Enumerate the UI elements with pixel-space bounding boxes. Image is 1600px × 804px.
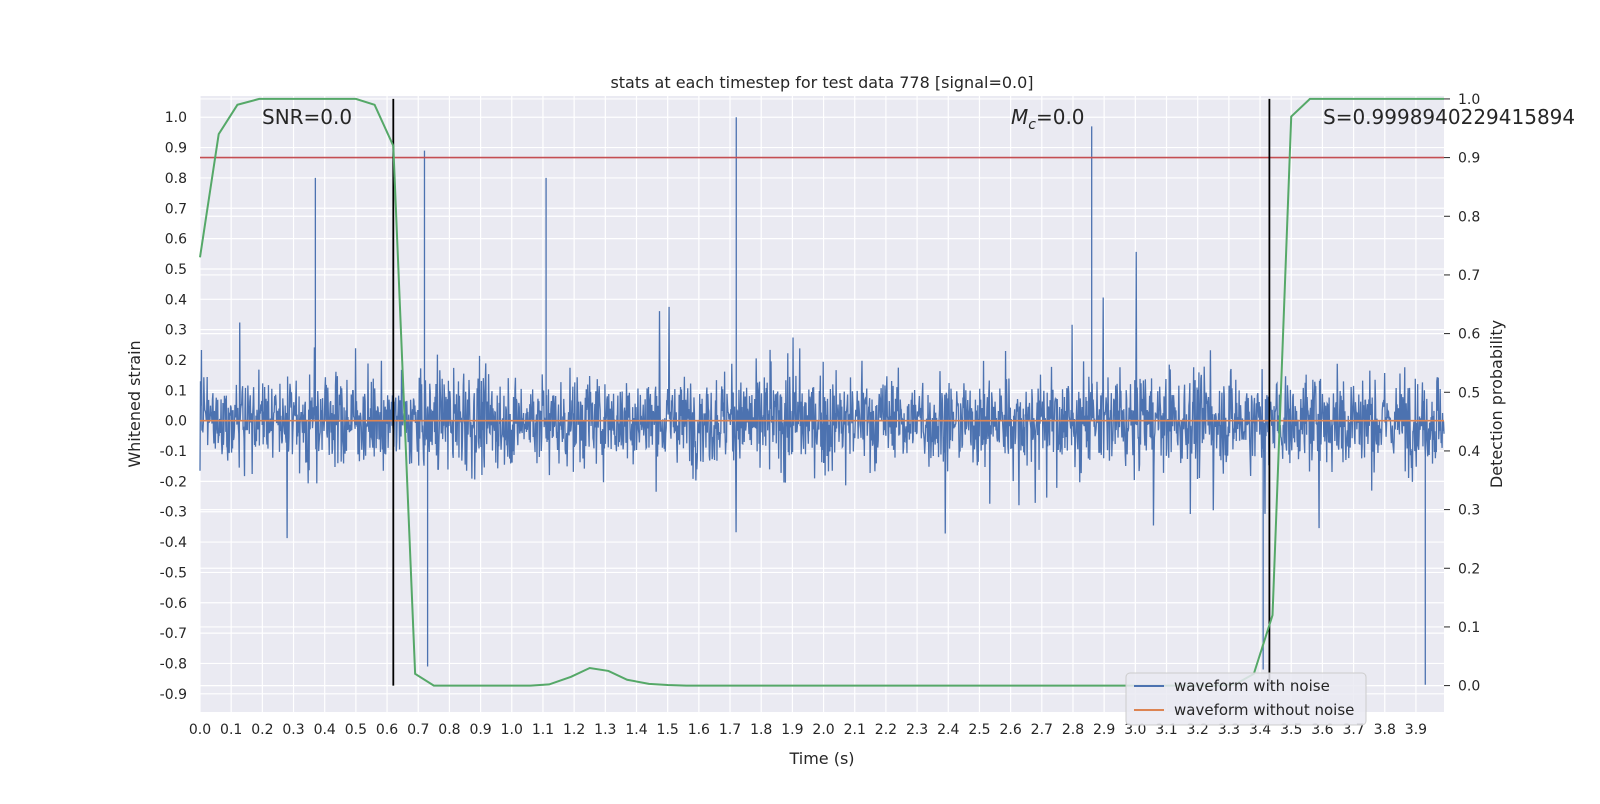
y-tick-label: 0.6 [165, 232, 187, 248]
y-tick-label: 0.2 [165, 353, 187, 369]
y-axis-label: Whitened strain [125, 340, 144, 467]
x-tick-label: 3.6 [1311, 722, 1333, 738]
x-tick-label: 2.2 [875, 722, 897, 738]
y-tick-label: -0.2 [160, 474, 187, 490]
noise-waveform-line [199, 117, 1445, 685]
y2-tick-label: 0.7 [1458, 268, 1480, 284]
x-tick-label: 3.1 [1155, 722, 1177, 738]
x-tick-label: 3.2 [1187, 722, 1209, 738]
x-tick-label: 3.4 [1249, 722, 1271, 738]
x-axis-label: Time (s) [788, 749, 854, 768]
annotation-snr: SNR=0.0 [262, 105, 352, 129]
noise-series [199, 117, 1445, 685]
y-tick-label: -0.8 [160, 656, 187, 672]
x-tick-label: 1.6 [688, 722, 710, 738]
y2-tick-label: 0.1 [1458, 620, 1480, 636]
x-tick-label: 1.8 [750, 722, 772, 738]
x-tick-labels: 0.0 0.1 0.2 0.3 0.4 0.5 0.6 0.7 0.8 0.9 1.0 1.1 1.2 1… [189, 722, 1427, 738]
y2-tick-label: 0.3 [1458, 503, 1480, 519]
legend-label-noise: waveform with noise [1174, 677, 1330, 695]
x-tick-label: 2.4 [937, 722, 959, 738]
x-tick-label: 0.9 [469, 722, 491, 738]
y-tick-label: -0.6 [160, 596, 187, 612]
x-tick-label: 0.5 [345, 722, 367, 738]
y-tick-label: 0.3 [165, 323, 187, 339]
y-tick-label: -0.3 [160, 505, 187, 521]
y-tick-label: 0.1 [165, 383, 187, 399]
y-tick-label: -0.1 [160, 444, 187, 460]
x-tick-label: 1.2 [563, 722, 585, 738]
y-tick-label: 0.5 [165, 262, 187, 278]
y2-tick-label: 0.8 [1458, 209, 1480, 225]
x-tick-label: 2.1 [844, 722, 866, 738]
y-tick-label: -0.4 [160, 535, 187, 551]
x-tick-label: 1.7 [719, 722, 741, 738]
x-tick-label: 1.1 [532, 722, 554, 738]
chart-title: stats at each timestep for test data 778… [610, 73, 1033, 92]
y-tick-label: 0.0 [165, 414, 187, 430]
x-tick-label: 1.0 [501, 722, 523, 738]
y2-tick-label: 0.4 [1458, 444, 1480, 460]
annotation-mc-symbol: M [1011, 105, 1028, 129]
y2-tick-label: 0.0 [1458, 679, 1480, 695]
x-tick-label: 3.7 [1342, 722, 1364, 738]
y2-tick-label: 0.5 [1458, 385, 1480, 401]
x-tick-label: 3.9 [1405, 722, 1427, 738]
legend-label-clean: waveform without noise [1174, 701, 1354, 719]
x-tick-label: 3.0 [1124, 722, 1146, 738]
annotation-mc-value: =0.0 [1036, 105, 1085, 129]
y-tick-label: 0.8 [165, 171, 187, 187]
annotation-mc-subscript: c [1028, 117, 1036, 133]
grid [199, 96, 1444, 712]
x-tick-label: 3.5 [1280, 722, 1302, 738]
x-tick-label: 3.8 [1374, 722, 1396, 738]
x-tick-label: 2.7 [1031, 722, 1053, 738]
x-tick-label: 0.0 [189, 722, 211, 738]
y2-tick-label: 0.6 [1458, 327, 1480, 343]
y-tick-label: -0.5 [160, 565, 187, 581]
x-tick-label: 2.5 [968, 722, 990, 738]
y-tick-labels: 1.0 0.9 0.8 0.7 0.6 0.5 0.4 0.3 0.2 0.1 0.0 -0.1 -0.… [160, 110, 187, 703]
x-tick-label: 0.8 [438, 722, 460, 738]
x-tick-label: 1.3 [594, 722, 616, 738]
y2-tick-label: 1.0 [1458, 92, 1480, 108]
x-tick-label: 0.6 [376, 722, 398, 738]
x-tick-label: 0.2 [251, 722, 273, 738]
x-tick-label: 1.5 [657, 722, 679, 738]
y-tick-label: 1.0 [165, 110, 187, 126]
x-tick-label: 2.3 [906, 722, 928, 738]
y2-axis-label: Detection probability [1487, 320, 1506, 488]
y-tick-label: 0.9 [165, 141, 187, 157]
y2-tick-label: 0.9 [1458, 151, 1480, 167]
y-tick-label: 0.4 [165, 292, 187, 308]
annotation-s: S=0.9998940229415894 [1323, 105, 1575, 129]
y2-tick-labels: 1.0 0.9 0.8 0.7 0.6 0.5 0.4 0.3 0.2 0.1 0.0 [1444, 92, 1480, 695]
legend: waveform with noise waveform without noi… [1125, 672, 1367, 726]
x-tick-label: 0.1 [220, 722, 242, 738]
x-tick-label: 3.3 [1218, 722, 1240, 738]
y2-tick-label: 0.2 [1458, 561, 1480, 577]
x-tick-label: 0.7 [407, 722, 429, 738]
x-tick-label: 2.6 [999, 722, 1021, 738]
x-tick-label: 2.8 [1062, 722, 1084, 738]
x-tick-label: 2.0 [812, 722, 834, 738]
x-tick-label: 0.4 [314, 722, 336, 738]
x-tick-label: 1.9 [781, 722, 803, 738]
x-tick-label: 2.9 [1093, 722, 1115, 738]
legend-box [1125, 672, 1367, 726]
y-tick-label: -0.7 [160, 626, 187, 642]
x-tick-label: 0.3 [282, 722, 304, 738]
annotation-mc: Mc=0.0 [1011, 105, 1085, 133]
y-tick-label: 0.7 [165, 201, 187, 217]
x-tick-label: 1.4 [625, 722, 647, 738]
y-tick-label: -0.9 [160, 687, 187, 703]
